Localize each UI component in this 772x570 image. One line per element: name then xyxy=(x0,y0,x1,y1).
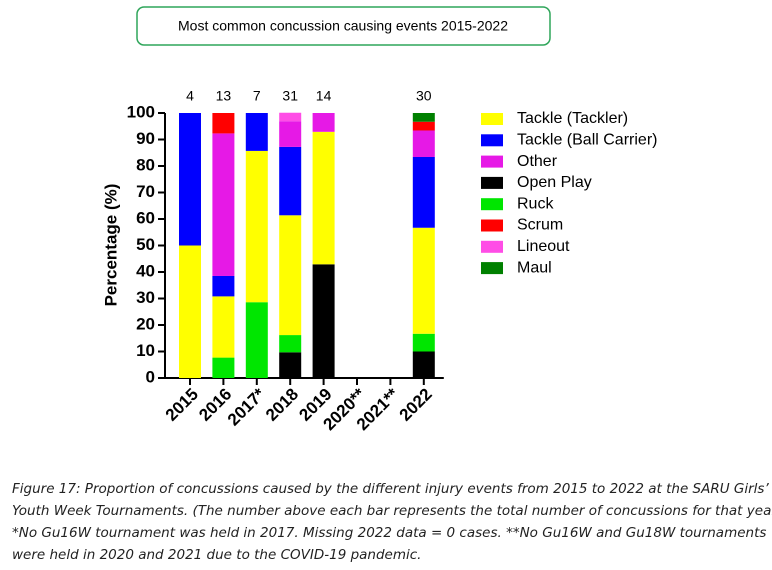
y-tick-label: 10 xyxy=(136,341,155,360)
legend-swatch xyxy=(481,134,503,147)
y-tick-label: 60 xyxy=(136,208,155,227)
y-tick-label: 40 xyxy=(136,261,155,280)
bar-segment xyxy=(279,121,302,147)
bar-segment xyxy=(212,296,235,358)
bar-segment xyxy=(212,357,235,378)
legend-label: Tackle (Tackler) xyxy=(517,110,628,127)
caption: Figure 17: Proportion of concussions cau… xyxy=(12,478,772,566)
legend-label: Open Play xyxy=(517,174,592,191)
bar-count: 31 xyxy=(282,88,298,104)
bar-segment xyxy=(312,113,335,132)
legend-swatch xyxy=(481,113,503,125)
legend-label: Tackle (Ball Carrier) xyxy=(517,132,657,149)
bar-segment xyxy=(279,112,302,122)
bar-segment xyxy=(412,121,435,131)
bar-segment xyxy=(179,245,201,378)
legend-swatch xyxy=(481,198,503,211)
bar-count: 13 xyxy=(216,88,232,104)
bar-segment xyxy=(279,215,302,336)
bar-count: 30 xyxy=(416,88,432,104)
legend-swatch xyxy=(481,155,503,168)
y-tick-label: 70 xyxy=(136,182,155,201)
legend-swatch xyxy=(481,262,503,275)
caption-line: *No Gu16W tournament was held in 2017. M… xyxy=(12,525,767,541)
caption-line: were held in 2020 and 2021 due to the CO… xyxy=(12,547,422,563)
bar-segment xyxy=(279,335,302,353)
x-tick-label: 2018 xyxy=(262,385,302,425)
y-tick-label: 20 xyxy=(136,314,155,333)
bar-segment xyxy=(412,130,435,157)
chart: Most common concussion causing events 20… xyxy=(101,6,657,434)
chart-title: Most common concussion causing events 20… xyxy=(178,18,508,34)
bar-count: 4 xyxy=(186,88,194,104)
bar-segment xyxy=(412,333,435,352)
legend-swatch xyxy=(481,176,503,189)
legend-label: Lineout xyxy=(517,238,570,255)
y-tick-label: 100 xyxy=(127,102,155,121)
bar-count: 14 xyxy=(316,88,332,104)
x-tick-label: 2017* xyxy=(224,384,269,429)
title-box xyxy=(136,6,551,46)
legend-swatch xyxy=(481,240,503,253)
y-tick-label: 30 xyxy=(136,288,155,307)
bar-segment xyxy=(312,264,335,378)
caption-line: Figure 17: Proportion of concussions cau… xyxy=(12,481,769,497)
legend-label: Scrum xyxy=(517,217,563,234)
bar-segment xyxy=(212,113,235,134)
bar-segment xyxy=(412,351,435,378)
y-tick-label: 50 xyxy=(136,235,155,254)
bar-segment xyxy=(245,150,268,303)
bar-segment xyxy=(212,275,235,297)
x-tick-label: 2022 xyxy=(396,385,436,425)
x-tick-label: 2015 xyxy=(162,385,202,425)
bar-segment xyxy=(412,156,435,228)
legend-swatch xyxy=(481,219,503,232)
y-tick-label: 80 xyxy=(136,155,155,174)
legend-label: Other xyxy=(517,153,558,170)
y-tick-label: 0 xyxy=(146,367,155,386)
bar-segment xyxy=(245,113,268,151)
y-axis-label: Percentage (%) xyxy=(101,184,120,307)
bar-count: 7 xyxy=(253,88,261,104)
bar-segment xyxy=(312,131,335,265)
bar-segment xyxy=(212,133,235,276)
legend-label: Ruck xyxy=(517,195,554,212)
caption-line: Youth Week Tournaments. (The number abov… xyxy=(12,503,772,519)
legend-label: Maul xyxy=(517,259,552,276)
bar-segment xyxy=(245,302,268,378)
y-tick-label: 90 xyxy=(136,129,155,148)
bar-segment xyxy=(412,227,435,334)
bar-segment xyxy=(412,113,435,122)
bar-segment xyxy=(279,352,302,378)
bar-segment xyxy=(279,146,302,216)
bar-segment xyxy=(179,113,201,246)
